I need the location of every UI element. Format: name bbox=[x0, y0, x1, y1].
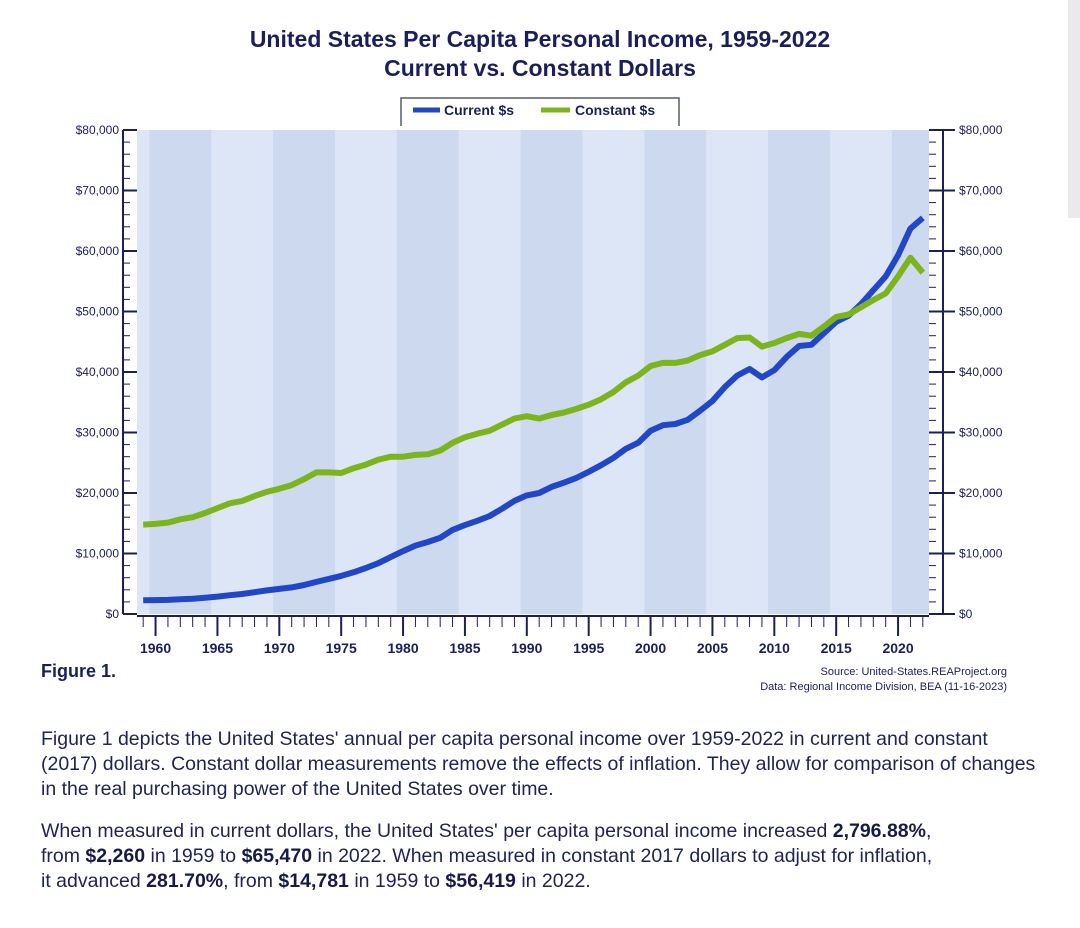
right-y-tick-label: $0 bbox=[959, 607, 973, 621]
p2-text: , bbox=[925, 820, 932, 842]
plot-band bbox=[830, 130, 892, 614]
chart-title: United States Per Capita Personal Income… bbox=[249, 26, 831, 52]
x-tick-label: 2020 bbox=[882, 640, 913, 656]
x-tick-label: 1995 bbox=[573, 640, 604, 656]
current-2022-value: $65,470 bbox=[241, 845, 313, 867]
x-tick-label: 1970 bbox=[264, 640, 295, 656]
x-tick-label: 1975 bbox=[326, 640, 357, 656]
left-y-tick-label: $70,000 bbox=[76, 184, 120, 198]
source-line: Source: United-States.REAProject.org bbox=[820, 666, 1007, 678]
right-y-tick-label: $70,000 bbox=[959, 184, 1003, 198]
source-note: Source: United-States.REAProject.org Dat… bbox=[640, 665, 1007, 695]
current-dollars-line bbox=[143, 215, 925, 604]
p2-text: in 1959 to bbox=[348, 870, 446, 892]
plot-band bbox=[458, 130, 521, 614]
description-paragraph-1: Figure 1 depicts the United States' annu… bbox=[41, 728, 1036, 800]
constant-increase-pct: 281.70% bbox=[146, 870, 224, 892]
plot-band bbox=[891, 130, 929, 614]
current-increase-pct: 2,796.88% bbox=[832, 820, 926, 842]
x-tick-label: 2005 bbox=[697, 640, 728, 656]
legend-current-label: Current $s bbox=[444, 102, 514, 118]
plot-band bbox=[149, 130, 212, 614]
plot-band bbox=[582, 130, 645, 614]
left-y-tick-label: $10,000 bbox=[76, 547, 120, 561]
x-tick-label: 1965 bbox=[202, 640, 233, 656]
right-y-tick-label: $50,000 bbox=[959, 305, 1003, 319]
x-tick-label: 1980 bbox=[387, 640, 418, 656]
left-y-tick-label: $30,000 bbox=[76, 426, 120, 440]
current-1959-value: $2,260 bbox=[85, 845, 146, 867]
chart-subtitle: Current vs. Constant Dollars bbox=[384, 55, 696, 81]
left-y-tick-label: $60,000 bbox=[76, 244, 120, 258]
x-tick-label: 2010 bbox=[759, 640, 790, 656]
income-line-chart: $0 $0 $10,000 $10,000 $20,000 $20,000 $30,000 $… bbox=[76, 97, 1003, 656]
p2-text: , from bbox=[223, 870, 279, 892]
left-y-tick-label: $40,000 bbox=[76, 365, 120, 379]
plot-band bbox=[644, 130, 707, 614]
x-tick-label: 2015 bbox=[821, 640, 852, 656]
left-y-tick-label: $50,000 bbox=[76, 305, 120, 319]
plot-band bbox=[335, 130, 397, 614]
legend-box bbox=[400, 97, 680, 126]
constant-dollars-line bbox=[143, 254, 926, 528]
legend-constant-label: Constant $s bbox=[575, 102, 655, 118]
x-tick-label: 1960 bbox=[140, 640, 171, 656]
left-y-tick-label: $0 bbox=[106, 607, 120, 621]
figure-label: Figure 1. bbox=[41, 661, 117, 681]
left-y-tick-label: $80,000 bbox=[76, 123, 120, 137]
right-y-tick-label: $10,000 bbox=[959, 547, 1003, 561]
right-y-tick-label: $40,000 bbox=[959, 365, 1003, 379]
p2-text: in 1959 to bbox=[145, 845, 242, 867]
right-y-tick-label: $80,000 bbox=[959, 123, 1003, 137]
right-y-tick-label: $60,000 bbox=[959, 244, 1003, 258]
plot-band bbox=[520, 130, 583, 614]
constant-1959-value: $14,781 bbox=[278, 870, 349, 892]
constant-2022-value: $56,419 bbox=[445, 870, 516, 892]
p2-text: in 2022. When measured in constant 2017 … bbox=[312, 845, 933, 867]
plot-band bbox=[273, 130, 335, 614]
plot-band bbox=[211, 130, 274, 614]
x-tick-label: 1985 bbox=[449, 640, 480, 656]
right-y-tick-label: $30,000 bbox=[959, 426, 1003, 440]
p2-text: it advanced bbox=[41, 870, 147, 892]
x-tick-label: 1990 bbox=[511, 640, 542, 656]
p2-text: in 2022. bbox=[515, 870, 591, 892]
plot-band bbox=[768, 130, 830, 614]
p2-text: from bbox=[41, 845, 86, 867]
data-line: Data: Regional Income Division, BEA (11-… bbox=[760, 681, 1007, 693]
description-paragraph-2: When measured in current dollars, the Un… bbox=[41, 819, 1041, 894]
left-y-tick-label: $20,000 bbox=[76, 486, 120, 500]
scrollbar-thumb[interactable] bbox=[1068, 0, 1080, 218]
p2-text: When measured in current dollars, the Un… bbox=[41, 820, 833, 842]
right-y-tick-label: $20,000 bbox=[959, 486, 1003, 500]
x-tick-label: 2000 bbox=[635, 640, 666, 656]
